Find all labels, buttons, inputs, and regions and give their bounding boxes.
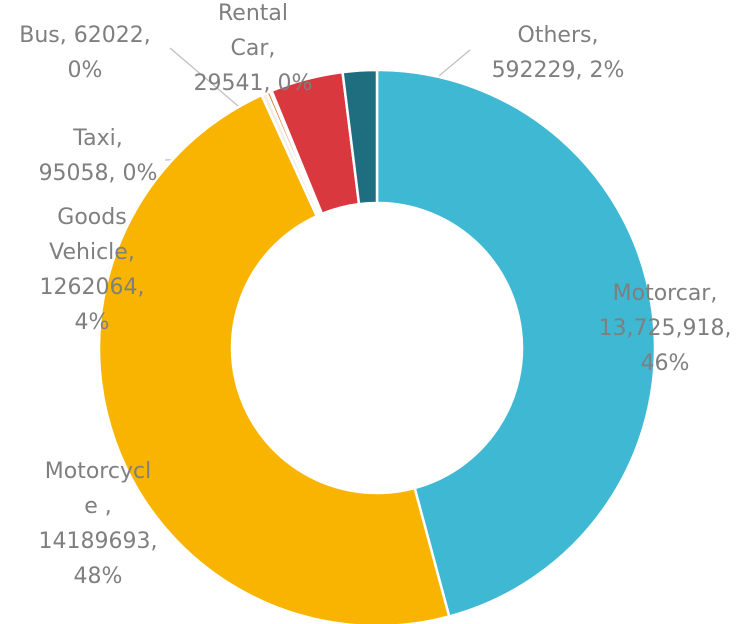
data-label-line: 1262064, — [40, 275, 145, 300]
data-label-line: Bus, 62022, — [19, 23, 150, 48]
data-label-line: Car, — [231, 36, 276, 61]
slice — [97, 93, 451, 624]
data-label-line: Goods — [57, 205, 126, 230]
data-label: Rental Car, 29541, 0% — [194, 1, 313, 96]
data-label: Goods Vehicle, 1262064, 4% — [40, 205, 145, 335]
data-label-line: 46% — [641, 351, 690, 376]
data-label: Motorcar, 13,725,918, 46% — [599, 281, 732, 376]
data-label-line: 29541, 0% — [194, 71, 313, 96]
data-label: Motorcycl e , 14189693, 48% — [39, 459, 158, 589]
data-label: Bus, 62022, 0% — [19, 23, 150, 83]
data-label-line: 592229, 2% — [492, 58, 625, 83]
data-label-line: 48% — [74, 564, 123, 589]
data-label-line: 4% — [75, 310, 110, 335]
slice — [375, 68, 657, 618]
slices — [97, 68, 657, 624]
data-label-line: 95058, 0% — [39, 161, 158, 186]
data-label: Others, 592229, 2% — [492, 23, 625, 83]
data-label-line: Taxi, — [72, 126, 122, 151]
slice — [341, 68, 379, 206]
data-label-line: Vehicle, — [49, 240, 135, 265]
data-label-line: Motorcycl — [45, 459, 151, 484]
data-label-line: 14189693, — [39, 529, 158, 554]
data-label-line: 13,725,918, — [599, 316, 732, 341]
data-label-line: Rental — [218, 1, 288, 26]
data-label-line: 0% — [68, 58, 103, 83]
data-label: Taxi, 95058, 0% — [39, 126, 158, 186]
data-label-line: e , — [84, 494, 112, 519]
data-label-line: Motorcar, — [613, 281, 718, 306]
data-label-line: Others, — [518, 23, 599, 48]
